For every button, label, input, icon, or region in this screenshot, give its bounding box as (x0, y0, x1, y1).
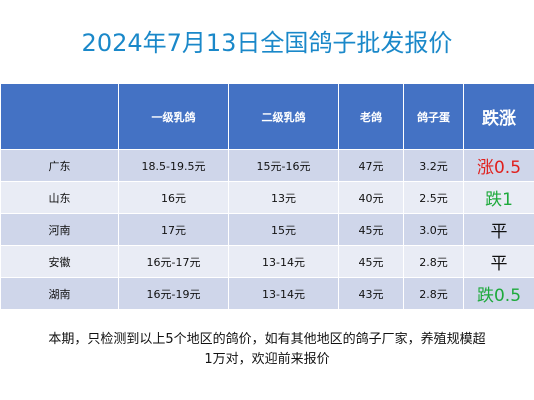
cell-region: 山东 (0, 181, 119, 214)
cell-change: 平 (463, 245, 534, 278)
cell-egg: 2.8元 (403, 245, 464, 278)
cell-grade1: 17元 (118, 213, 229, 246)
cell-grade2: 13-14元 (228, 245, 339, 278)
cell-egg: 3.2元 (403, 149, 464, 182)
cell-egg: 2.5元 (403, 181, 464, 214)
cell-grade2: 13元 (228, 181, 339, 214)
table-row: 山东 16元 13元 40元 2.5元 跌1 (0, 181, 534, 214)
cell-egg: 3.0元 (403, 213, 464, 246)
cell-old: 47元 (338, 149, 404, 182)
cell-grade1: 16元-19元 (118, 277, 229, 310)
header-old: 老鸽 (338, 83, 404, 150)
table-row: 湖南 16元-19元 13-14元 43元 2.8元 跌0.5 (0, 277, 534, 310)
header-egg: 鸽子蛋 (403, 83, 464, 150)
cell-grade1: 16元-17元 (118, 245, 229, 278)
cell-region: 安徽 (0, 245, 119, 278)
cell-old: 43元 (338, 277, 404, 310)
table-row: 安徽 16元-17元 13-14元 45元 2.8元平 (0, 245, 534, 278)
table-row: 河南 17元 15元 45元 3.0元平 (0, 213, 534, 246)
cell-grade1: 18.5-19.5元 (118, 149, 229, 182)
cell-region: 广东 (0, 149, 119, 182)
price-table: 一级乳鸽 二级乳鸽 老鸽 鸽子蛋 跌涨 广东 18.5-19.5元 15元-16元 4… (0, 83, 534, 310)
cell-change: 跌1 (463, 181, 534, 214)
note-line-2: 1万对，欢迎前来报价 (204, 352, 330, 367)
cell-egg: 2.8元 (403, 277, 464, 310)
table-row: 广东 18.5-19.5元 15元-16元 47元 3.2元 涨0.5 (0, 149, 534, 182)
cell-old: 45元 (338, 213, 404, 246)
cell-region: 河南 (0, 213, 119, 246)
page-title: 2024年7月13日全国鸽子批发报价 (81, 28, 453, 57)
header-region (0, 83, 119, 150)
cell-grade2: 15元 (228, 213, 339, 246)
cell-change: 跌0.5 (463, 277, 534, 310)
cell-change: 涨0.5 (463, 149, 534, 182)
cell-old: 40元 (338, 181, 404, 214)
header-change: 跌涨 (463, 83, 534, 150)
header-grade2: 二级乳鸽 (228, 83, 339, 150)
cell-grade2: 15元-16元 (228, 149, 339, 182)
cell-old: 45元 (338, 245, 404, 278)
cell-change: 平 (463, 213, 534, 246)
cell-grade1: 16元 (118, 181, 229, 214)
header-grade1: 一级乳鸽 (118, 83, 229, 150)
note-line-1: 本期，只检测到以上5个地区的鸽价，如有其他地区的鸽子厂家，养殖规模超 (48, 332, 486, 347)
cell-grade2: 13-14元 (228, 277, 339, 310)
table-header-row: 一级乳鸽 二级乳鸽 老鸽 鸽子蛋 跌涨 (0, 83, 534, 150)
cell-region: 湖南 (0, 277, 119, 310)
note: 本期，只检测到以上5个地区的鸽价，如有其他地区的鸽子厂家，养殖规模超 1万对，欢… (0, 330, 534, 370)
